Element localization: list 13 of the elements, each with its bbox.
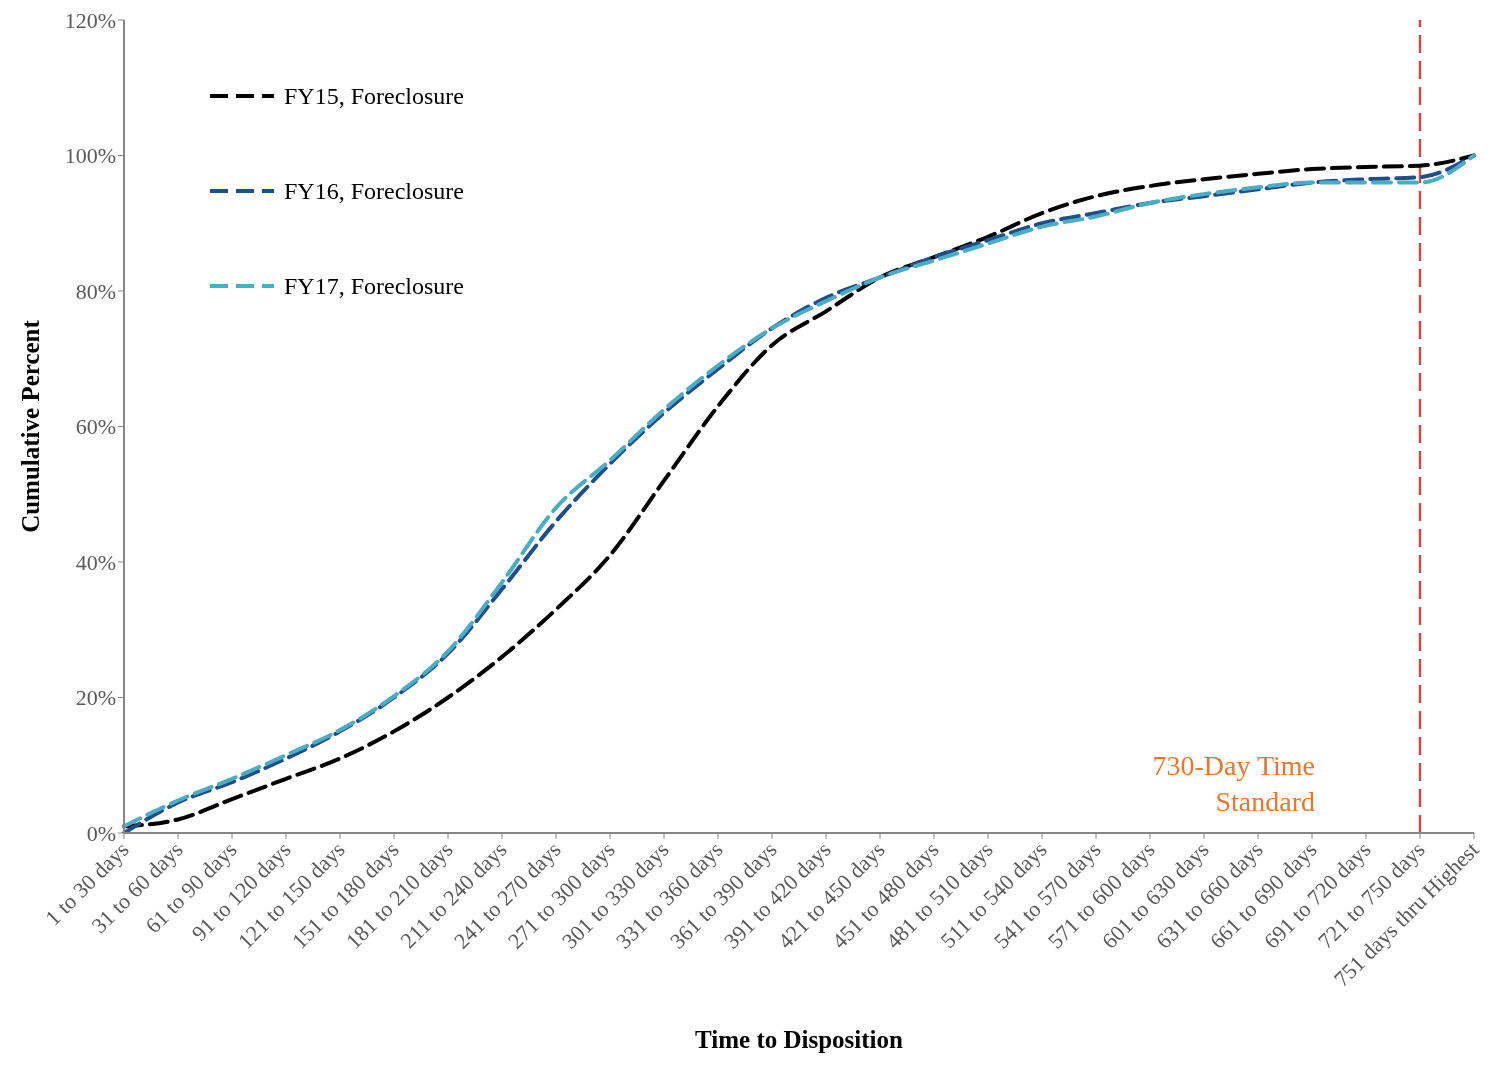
legend-label: FY17, Foreclosure — [284, 271, 464, 301]
x-axis-title: Time to Disposition — [695, 1026, 904, 1053]
y-axis-title: Cumulative Percent — [16, 319, 44, 533]
legend-label: FY16, Foreclosure — [284, 176, 464, 206]
y-tick-label: 120% — [64, 7, 116, 33]
legend-label: FY15, Foreclosure — [284, 81, 464, 111]
ref-line-label: 730-Day Time Standard — [1152, 750, 1315, 817]
y-tick-label: 80% — [75, 278, 116, 304]
y-tick-label: 20% — [75, 685, 116, 711]
y-tick-label: 40% — [75, 549, 116, 575]
y-tick-label: 100% — [64, 143, 116, 169]
y-tick-label: 60% — [75, 414, 116, 440]
y-tick-label: 0% — [86, 820, 116, 846]
